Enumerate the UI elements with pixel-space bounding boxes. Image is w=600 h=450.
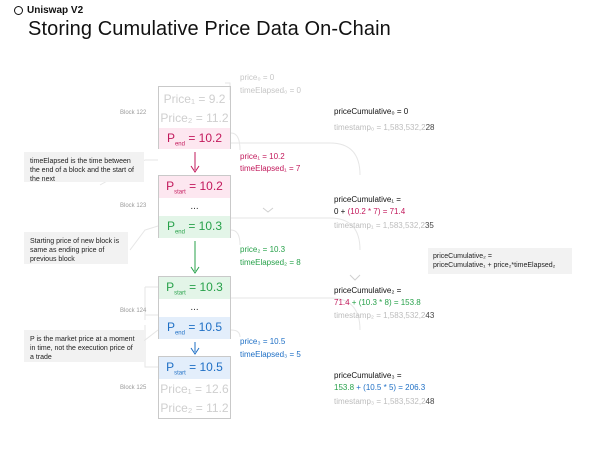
p-sub-start: start — [174, 370, 186, 377]
block-124: Pstart = 10.3 ... Pend = 10.5 — [158, 276, 231, 339]
timestamp-prefix: timestamp₁ = 1,583,532,2 — [334, 221, 425, 230]
formula-note-line1: priceCumulative₂ = — [433, 253, 492, 260]
cumulative-1-formula: 0 + (10.2 * 7) = 71.4 — [334, 207, 405, 216]
p-sub-end: end — [174, 330, 185, 337]
formula-term: + (10.5 * 5) — [354, 383, 397, 392]
timestamp-prefix: timestamp₂ = 1,583,532,2 — [334, 311, 426, 320]
cumulative-2-timestamp: timestamp₂ = 1,583,532,243 — [334, 311, 434, 320]
chevron-down-icon-1 — [262, 207, 274, 213]
formula-prev: 153.8 — [334, 383, 355, 392]
formula-result: = 206.3 — [396, 383, 426, 392]
arrow-green-head — [190, 266, 200, 274]
formula-note-line2: priceCumulative₁ + price₂*timeElapsed₂ — [433, 262, 556, 269]
brand: Uniswap V2 — [14, 5, 83, 16]
p-sub-end: end — [174, 229, 185, 236]
timestamp-suffix: 35 — [424, 221, 434, 230]
cumulative-1-label: priceCumulative₁ = — [334, 195, 401, 204]
timestamp-suffix: 43 — [425, 311, 435, 320]
note-market-price: P is the market price at a moment in tim… — [24, 330, 144, 362]
p-sub-end: end — [174, 141, 185, 148]
formula-prev: 71.4 — [334, 298, 350, 307]
p-symbol: P — [166, 219, 175, 233]
timestamp-prefix: timestamp₀ = 1,583,532,2 — [334, 123, 426, 132]
block-125: Pstart = 10.5 Price₁ = 12.6 Price₂ = 11.… — [158, 356, 231, 419]
down-arrows — [190, 152, 200, 355]
initial-price: price₀ = 0 — [240, 73, 275, 82]
p-symbol: P — [166, 179, 175, 193]
arrow-pink-head — [190, 165, 200, 173]
formula-result: = 71.4 — [380, 207, 406, 216]
p-symbol: P — [166, 320, 175, 334]
timestamp-suffix: 28 — [425, 123, 435, 132]
brand-label: Uniswap V2 — [27, 5, 84, 16]
block-123-dots: ... — [190, 201, 199, 212]
cumulative-0-timestamp: timestamp₀ = 1,583,532,228 — [334, 123, 435, 132]
p-symbol: P — [166, 280, 175, 294]
formula-note: priceCumulative₂ = priceCumulative₁ + pr… — [428, 248, 572, 274]
block-122-price1: Price₁ = 9.2 — [163, 92, 226, 106]
block-125-price2: Price₂ = 11.2 — [160, 401, 229, 415]
timestamp-suffix: 48 — [425, 397, 435, 406]
cumulative-3-timestamp: timestamp₃ = 1,583,532,248 — [334, 397, 434, 406]
block-124-pend: Pend = 10.5 — [159, 317, 230, 339]
block-122-price2: Price₂ = 11.2 — [160, 111, 229, 125]
pstart-value: = 10.3 — [189, 280, 223, 294]
timestamp-prefix: timestamp₃ = 1,583,532,2 — [334, 397, 426, 406]
arrow-blue-head — [190, 347, 200, 355]
pend-value: = 10.2 — [188, 131, 223, 145]
cumulative-1-timestamp: timestamp₁ = 1,583,532,235 — [334, 221, 434, 230]
interval-1-time: timeElapsed₁ = 7 — [240, 164, 301, 173]
interval-3-time: timeElapsed₃ = 5 — [240, 350, 301, 359]
block-122: Price₁ = 9.2 Price₂ = 11.2 Pend = 10.2 — [158, 86, 231, 149]
initial-time-elapsed: timeElapsed₀ = 0 — [240, 86, 301, 95]
formula-term: + (10.3 * 8) — [349, 298, 392, 307]
cumulative-3-label: priceCumulative₃ = — [334, 371, 402, 380]
cumulative-0-label: priceCumulative₀ = 0 — [334, 107, 409, 116]
uniswap-logo-icon — [14, 6, 23, 15]
block-125-pstart: Pstart = 10.5 — [159, 357, 230, 379]
formula-result: = 153.8 — [391, 298, 421, 307]
block-124-pstart: Pstart = 10.3 — [159, 277, 230, 299]
interval-2-time: timeElapsed₂ = 8 — [240, 258, 301, 267]
note-time-elapsed: timeElapsed is the time between the end … — [24, 152, 144, 183]
cumulative-3-formula: 153.8 + (10.5 * 5) = 206.3 — [334, 383, 425, 392]
p-symbol: P — [166, 360, 175, 374]
block-122-pend: Pend = 10.2 — [159, 128, 230, 149]
interval-2-price: price₂ = 10.3 — [240, 245, 286, 254]
block-123-pend: Pend = 10.3 — [159, 216, 230, 238]
block-123-pstart: Pstart = 10.2 — [159, 176, 230, 198]
cumulative-2-formula: 71.4 + (10.3 * 8) = 153.8 — [334, 298, 421, 307]
chevron-down-icon-2 — [349, 274, 361, 281]
page-title: Storing Cumulative Price Data On-Chain — [28, 18, 391, 40]
interval-3-price: price₃ = 10.5 — [240, 337, 286, 346]
p-sub-start: start — [174, 290, 186, 297]
block-label-122: Block 122 — [120, 110, 147, 116]
note-starting-price: Starting price of new block is same as e… — [24, 232, 128, 264]
block-label-123: Block 123 — [120, 203, 147, 209]
block-label-124: Block 124 — [120, 308, 147, 314]
cumulative-2-label: priceCumulative₂ = — [334, 286, 402, 295]
p-symbol: P — [166, 131, 175, 145]
pstart-value: = 10.2 — [189, 179, 223, 193]
block-label-125: Block 125 — [120, 385, 147, 391]
block-123: Pstart = 10.2 ... Pend = 10.3 — [158, 175, 231, 238]
interval-1-price: price₁ = 10.2 — [240, 152, 285, 161]
pstart-value: = 10.5 — [189, 360, 223, 374]
block-125-price1: Price₁ = 12.6 — [160, 382, 229, 396]
formula-term: (10.2 * 7) — [347, 207, 381, 216]
block-124-dots: ... — [190, 302, 199, 313]
pend-value: = 10.3 — [188, 219, 223, 233]
pend-value: = 10.5 — [188, 320, 223, 334]
formula-prev: 0 + — [334, 207, 348, 216]
p-sub-start: start — [174, 189, 186, 196]
